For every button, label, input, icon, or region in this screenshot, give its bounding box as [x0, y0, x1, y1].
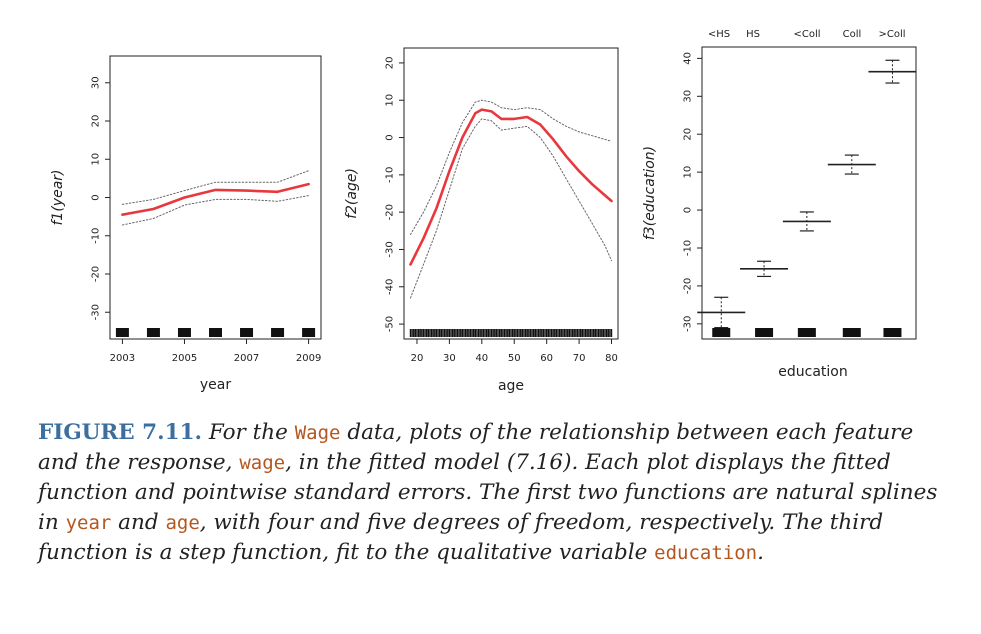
x-tick-label: 2005: [172, 353, 197, 364]
panel-age-frame: [403, 47, 619, 340]
y-tick-label: 30: [683, 90, 694, 103]
x-tick-label: 2003: [110, 353, 135, 364]
x-tick-label: 50: [508, 353, 521, 364]
lower-se-line: [410, 118, 612, 299]
rug-mark: [240, 328, 254, 337]
upper-se-line: [410, 99, 612, 235]
x-axis-label: year: [200, 377, 231, 393]
y-tick-label: -30: [91, 304, 102, 320]
x-tick-label: 70: [573, 353, 586, 364]
x-axis-label: education: [778, 364, 847, 380]
y-tick-label: 20: [91, 115, 102, 128]
caption-text: , with four and five degrees of freedom,…: [38, 510, 884, 565]
fit-line: [121, 182, 310, 216]
y-tick-label: 10: [683, 166, 694, 179]
category-label: <Coll: [793, 29, 820, 40]
y-tick-label: 30: [91, 76, 102, 89]
panel-year-frame: [109, 55, 322, 340]
caption-code: Wage: [294, 422, 341, 444]
category-label: HS: [746, 29, 760, 40]
rug-mark: [115, 328, 129, 337]
fit-line: [409, 108, 613, 266]
y-tick-label: -20: [385, 204, 396, 220]
y-tick-label: -30: [385, 241, 396, 257]
x-tick-label: 60: [540, 353, 553, 364]
rug-mark: [271, 328, 285, 337]
y-tick-label: 40: [683, 52, 694, 65]
y-tick-label: -30: [683, 316, 694, 332]
category-label: Coll: [843, 29, 862, 40]
y-tick-label: 20: [683, 128, 694, 141]
x-tick-label: 80: [605, 353, 618, 364]
y-tick-label: -10: [91, 228, 102, 244]
caption-label: FIGURE 7.11.: [38, 420, 203, 445]
figure-caption: FIGURE 7.11. For the Wage data, plots of…: [38, 418, 943, 568]
y-tick-label: -50: [385, 316, 396, 332]
y-tick-label: -40: [385, 279, 396, 295]
figure-7-11: -30 -20 -10 0 10 20 30 2003 2005 2007 2009 year f1(y…: [50, 29, 917, 394]
x-axis-label: age: [498, 378, 524, 394]
category-label: >Coll: [878, 29, 905, 40]
rug-mark: [146, 328, 160, 337]
y-tick-label: 20: [385, 57, 396, 70]
panel-education-frame: [701, 46, 917, 340]
y-tick-label: 0: [91, 194, 102, 200]
rug-mark: [883, 328, 902, 337]
caption-text: For the: [202, 420, 295, 445]
y-tick-label: -20: [683, 278, 694, 294]
y-tick-label: 0: [385, 134, 396, 140]
caption-text: , in the fitted model (7.16). Each plot …: [38, 450, 938, 535]
rug-mark: [797, 328, 816, 337]
y-tick-label: 10: [385, 94, 396, 107]
upper-se-line: [121, 170, 310, 205]
caption-code: education: [654, 542, 758, 564]
caption-text: and: [111, 510, 166, 535]
caption-code: year: [65, 512, 112, 534]
rug-mark: [209, 328, 222, 337]
y-axis-label: f3(education): [642, 146, 658, 240]
category-label: <HS: [708, 29, 730, 40]
rug-mark: [302, 328, 316, 337]
x-tick-label: 2009: [296, 353, 321, 364]
y-tick-label: -10: [385, 167, 396, 183]
caption-code: wage: [239, 452, 286, 474]
caption-text: data, plots of the relationship between …: [38, 420, 914, 475]
x-tick-label: 2007: [234, 353, 259, 364]
y-tick-label: 0: [683, 207, 694, 213]
rug-mark: [177, 328, 191, 337]
rug-mark: [755, 328, 774, 337]
lower-se-line: [121, 195, 310, 226]
x-tick-label: 40: [475, 353, 488, 364]
x-tick-label: 30: [443, 353, 456, 364]
y-axis-label: f2(age): [344, 168, 360, 219]
caption-code: age: [165, 512, 200, 534]
y-tick-label: -20: [91, 266, 102, 282]
y-axis-label: f1(year): [50, 170, 66, 226]
x-tick-label: 20: [411, 353, 424, 364]
caption-text: .: [757, 540, 764, 565]
y-tick-label: -10: [683, 240, 694, 256]
y-tick-label: 10: [91, 153, 102, 166]
rug-mark: [842, 328, 861, 337]
rug-mark: [712, 328, 731, 337]
